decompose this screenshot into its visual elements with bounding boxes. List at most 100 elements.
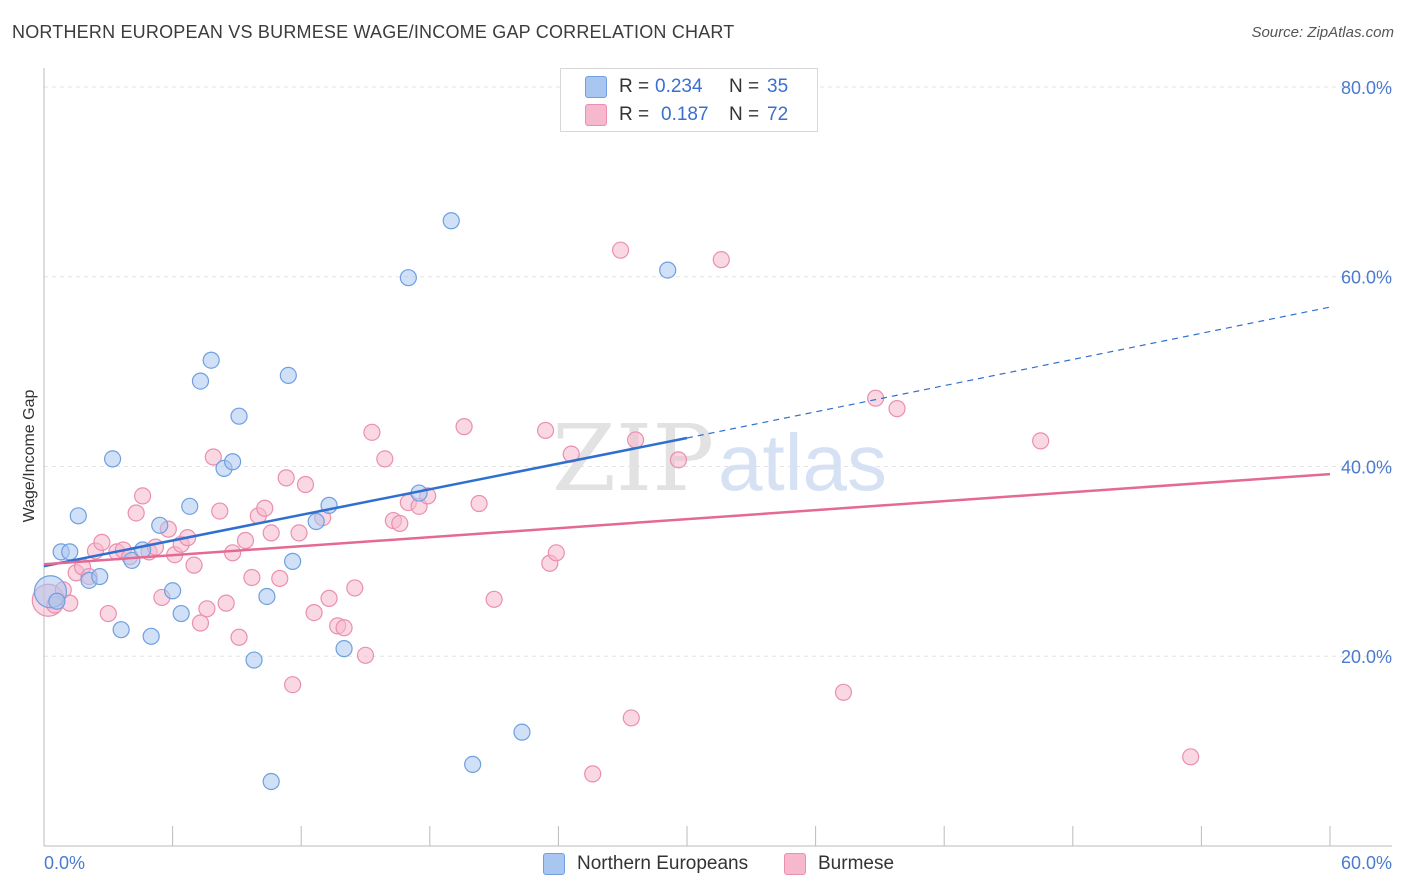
y-tick-label-20: 20.0% bbox=[1341, 647, 1392, 667]
northern-european-point bbox=[91, 567, 109, 586]
legend-n-label: N = bbox=[729, 76, 760, 97]
burmese-point bbox=[236, 531, 255, 550]
legend-label-northern-europeans: Northern Europeans bbox=[577, 853, 749, 874]
legend-label-burmese: Burmese bbox=[818, 853, 895, 874]
northern-european-point bbox=[69, 507, 87, 525]
x-tick-label-min: 0.0% bbox=[44, 853, 85, 873]
burmese-point bbox=[888, 400, 906, 418]
burmese-point bbox=[547, 544, 565, 562]
correlation-legend: R = 0.234 N = 35 R = 0.187 N = 72 bbox=[560, 68, 818, 132]
northern-european-point bbox=[262, 772, 280, 791]
northern-european-point bbox=[112, 621, 130, 639]
burmese-point bbox=[262, 524, 280, 542]
northern-european-point bbox=[164, 582, 182, 600]
burmese-point bbox=[271, 569, 289, 588]
legend-n-label: N = bbox=[729, 104, 760, 125]
northern-european-point bbox=[172, 604, 190, 623]
northern-european-point bbox=[224, 453, 242, 471]
burmese-point bbox=[99, 604, 117, 623]
y-axis-label: Wage/Income Gap bbox=[21, 390, 38, 523]
grid-lines bbox=[44, 86, 1392, 657]
legend-r-label: R = bbox=[619, 76, 650, 97]
x-tick-marks bbox=[43, 826, 1331, 846]
burmese-point bbox=[256, 499, 274, 517]
northern-european-point bbox=[142, 627, 160, 645]
burmese-point bbox=[191, 614, 210, 632]
y-tick-label-60: 60.0% bbox=[1341, 268, 1392, 288]
northern-european-point bbox=[399, 269, 417, 287]
watermark-atlas: atlas bbox=[718, 418, 887, 507]
northern-european-point bbox=[258, 587, 276, 606]
burmese-point bbox=[284, 676, 302, 694]
burmese-point bbox=[277, 469, 295, 487]
northern-european-point bbox=[513, 723, 531, 741]
northern-european-point bbox=[442, 212, 460, 230]
legend-r-label: R = bbox=[619, 104, 650, 125]
legend-r-value: 0.234 bbox=[655, 76, 703, 97]
burmese-point bbox=[224, 544, 242, 562]
burmese-point bbox=[290, 524, 308, 542]
burmese-point bbox=[185, 556, 203, 574]
northern-european-point bbox=[202, 351, 220, 369]
burmese-point bbox=[391, 514, 409, 533]
northern-european-point bbox=[191, 372, 210, 390]
burmese-point bbox=[335, 619, 353, 637]
northern-european-point bbox=[151, 516, 169, 534]
legend-r-value: 0.187 bbox=[661, 104, 709, 125]
chart-title: NORTHERN EUROPEAN VS BURMESE WAGE/INCOME… bbox=[12, 22, 735, 42]
northern-european-point bbox=[659, 261, 677, 279]
burmese-point bbox=[305, 603, 323, 622]
northern-european-point bbox=[464, 755, 482, 774]
trend-lines bbox=[43, 306, 1331, 568]
burmese-point bbox=[356, 646, 375, 664]
northern-european-point bbox=[181, 497, 199, 515]
burmese-point bbox=[296, 475, 315, 494]
legend-swatch-blue bbox=[585, 76, 607, 98]
legend-n-value: 72 bbox=[767, 104, 789, 125]
burmese-point bbox=[584, 765, 602, 783]
burmese-point bbox=[376, 450, 394, 468]
northern-european-point bbox=[335, 640, 353, 658]
burmese-point bbox=[1032, 432, 1050, 450]
watermark: ZIP atlas bbox=[552, 405, 887, 512]
x-tick-label-max: 60.0% bbox=[1341, 853, 1392, 873]
burmese-point bbox=[611, 241, 630, 259]
burmese-point bbox=[346, 579, 364, 597]
y-tick-label-80: 80.0% bbox=[1341, 78, 1392, 98]
northern-european-point bbox=[230, 407, 248, 425]
burmese-points bbox=[31, 241, 1200, 783]
burmese-point bbox=[622, 709, 640, 727]
northern-european-trend-line bbox=[43, 436, 688, 568]
burmese-point bbox=[243, 568, 261, 587]
legend-item-northern-europeans[interactable]: Northern Europeans bbox=[543, 850, 748, 878]
burmese-point bbox=[320, 589, 338, 607]
y-tick-label-40: 40.0% bbox=[1341, 457, 1392, 477]
burmese-point bbox=[834, 683, 853, 701]
y-tick-labels: 20.0% 40.0% 60.0% 80.0% bbox=[1341, 78, 1392, 667]
burmese-point bbox=[626, 431, 645, 449]
burmese-point bbox=[363, 423, 381, 441]
burmese-point bbox=[470, 494, 488, 513]
northern-european-point bbox=[245, 651, 263, 669]
legend-swatch-pink bbox=[585, 104, 607, 126]
northern-european-point bbox=[48, 592, 66, 610]
northern-european-point bbox=[307, 512, 325, 531]
burmese-point bbox=[455, 418, 473, 436]
burmese-point bbox=[204, 448, 222, 466]
northern-european-point bbox=[279, 366, 297, 385]
legend-item-burmese[interactable]: Burmese bbox=[784, 850, 894, 878]
burmese-point bbox=[217, 594, 235, 612]
burmese-point bbox=[485, 590, 503, 608]
burmese-trend-line bbox=[43, 472, 1331, 566]
burmese-point bbox=[133, 487, 152, 505]
northern-european-point bbox=[123, 551, 141, 570]
northern-european-points bbox=[33, 212, 677, 791]
burmese-point bbox=[230, 628, 248, 646]
northern-european-point bbox=[103, 450, 122, 468]
northern-european-point bbox=[284, 552, 302, 570]
axes bbox=[43, 68, 1392, 847]
northern-european-point bbox=[61, 543, 79, 561]
burmese-point bbox=[712, 251, 730, 269]
legend-swatch-blue bbox=[543, 853, 565, 875]
